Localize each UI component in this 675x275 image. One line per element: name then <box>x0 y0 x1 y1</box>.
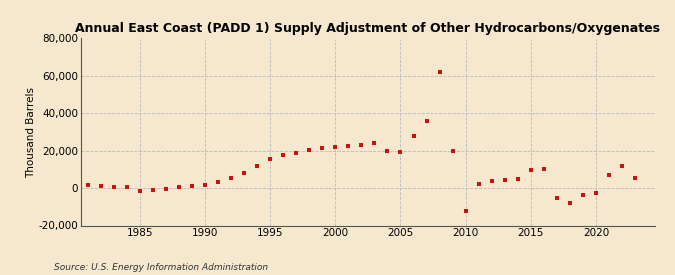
Point <box>213 180 223 184</box>
Point <box>304 148 315 152</box>
Point <box>161 187 171 191</box>
Point <box>82 183 93 188</box>
Point <box>500 177 510 182</box>
Point <box>252 163 263 168</box>
Point <box>291 150 302 155</box>
Point <box>200 183 211 187</box>
Point <box>434 70 445 74</box>
Y-axis label: Thousand Barrels: Thousand Barrels <box>26 87 36 177</box>
Point <box>512 177 523 181</box>
Point <box>265 157 275 161</box>
Point <box>578 192 589 197</box>
Point <box>277 153 288 158</box>
Point <box>487 178 497 183</box>
Point <box>122 185 132 189</box>
Point <box>134 189 145 194</box>
Point <box>617 163 628 168</box>
Point <box>238 171 249 175</box>
Point <box>95 184 106 188</box>
Point <box>591 191 601 195</box>
Point <box>460 208 471 213</box>
Point <box>564 201 575 205</box>
Point <box>330 145 341 149</box>
Point <box>147 188 158 192</box>
Point <box>551 196 562 200</box>
Point <box>395 149 406 154</box>
Text: Source: U.S. Energy Information Administration: Source: U.S. Energy Information Administ… <box>54 263 268 272</box>
Point <box>108 185 119 189</box>
Point <box>382 148 393 153</box>
Point <box>317 146 327 150</box>
Point <box>173 185 184 189</box>
Point <box>539 167 549 172</box>
Point <box>356 143 367 147</box>
Point <box>421 119 432 123</box>
Title: Annual East Coast (PADD 1) Supply Adjustment of Other Hydrocarbons/Oxygenates: Annual East Coast (PADD 1) Supply Adjust… <box>76 21 660 35</box>
Point <box>186 184 197 189</box>
Point <box>630 176 641 180</box>
Point <box>408 134 419 138</box>
Point <box>343 144 354 148</box>
Point <box>448 148 458 153</box>
Point <box>369 141 380 145</box>
Point <box>525 168 536 172</box>
Point <box>225 176 236 180</box>
Point <box>603 173 614 177</box>
Point <box>473 182 484 186</box>
